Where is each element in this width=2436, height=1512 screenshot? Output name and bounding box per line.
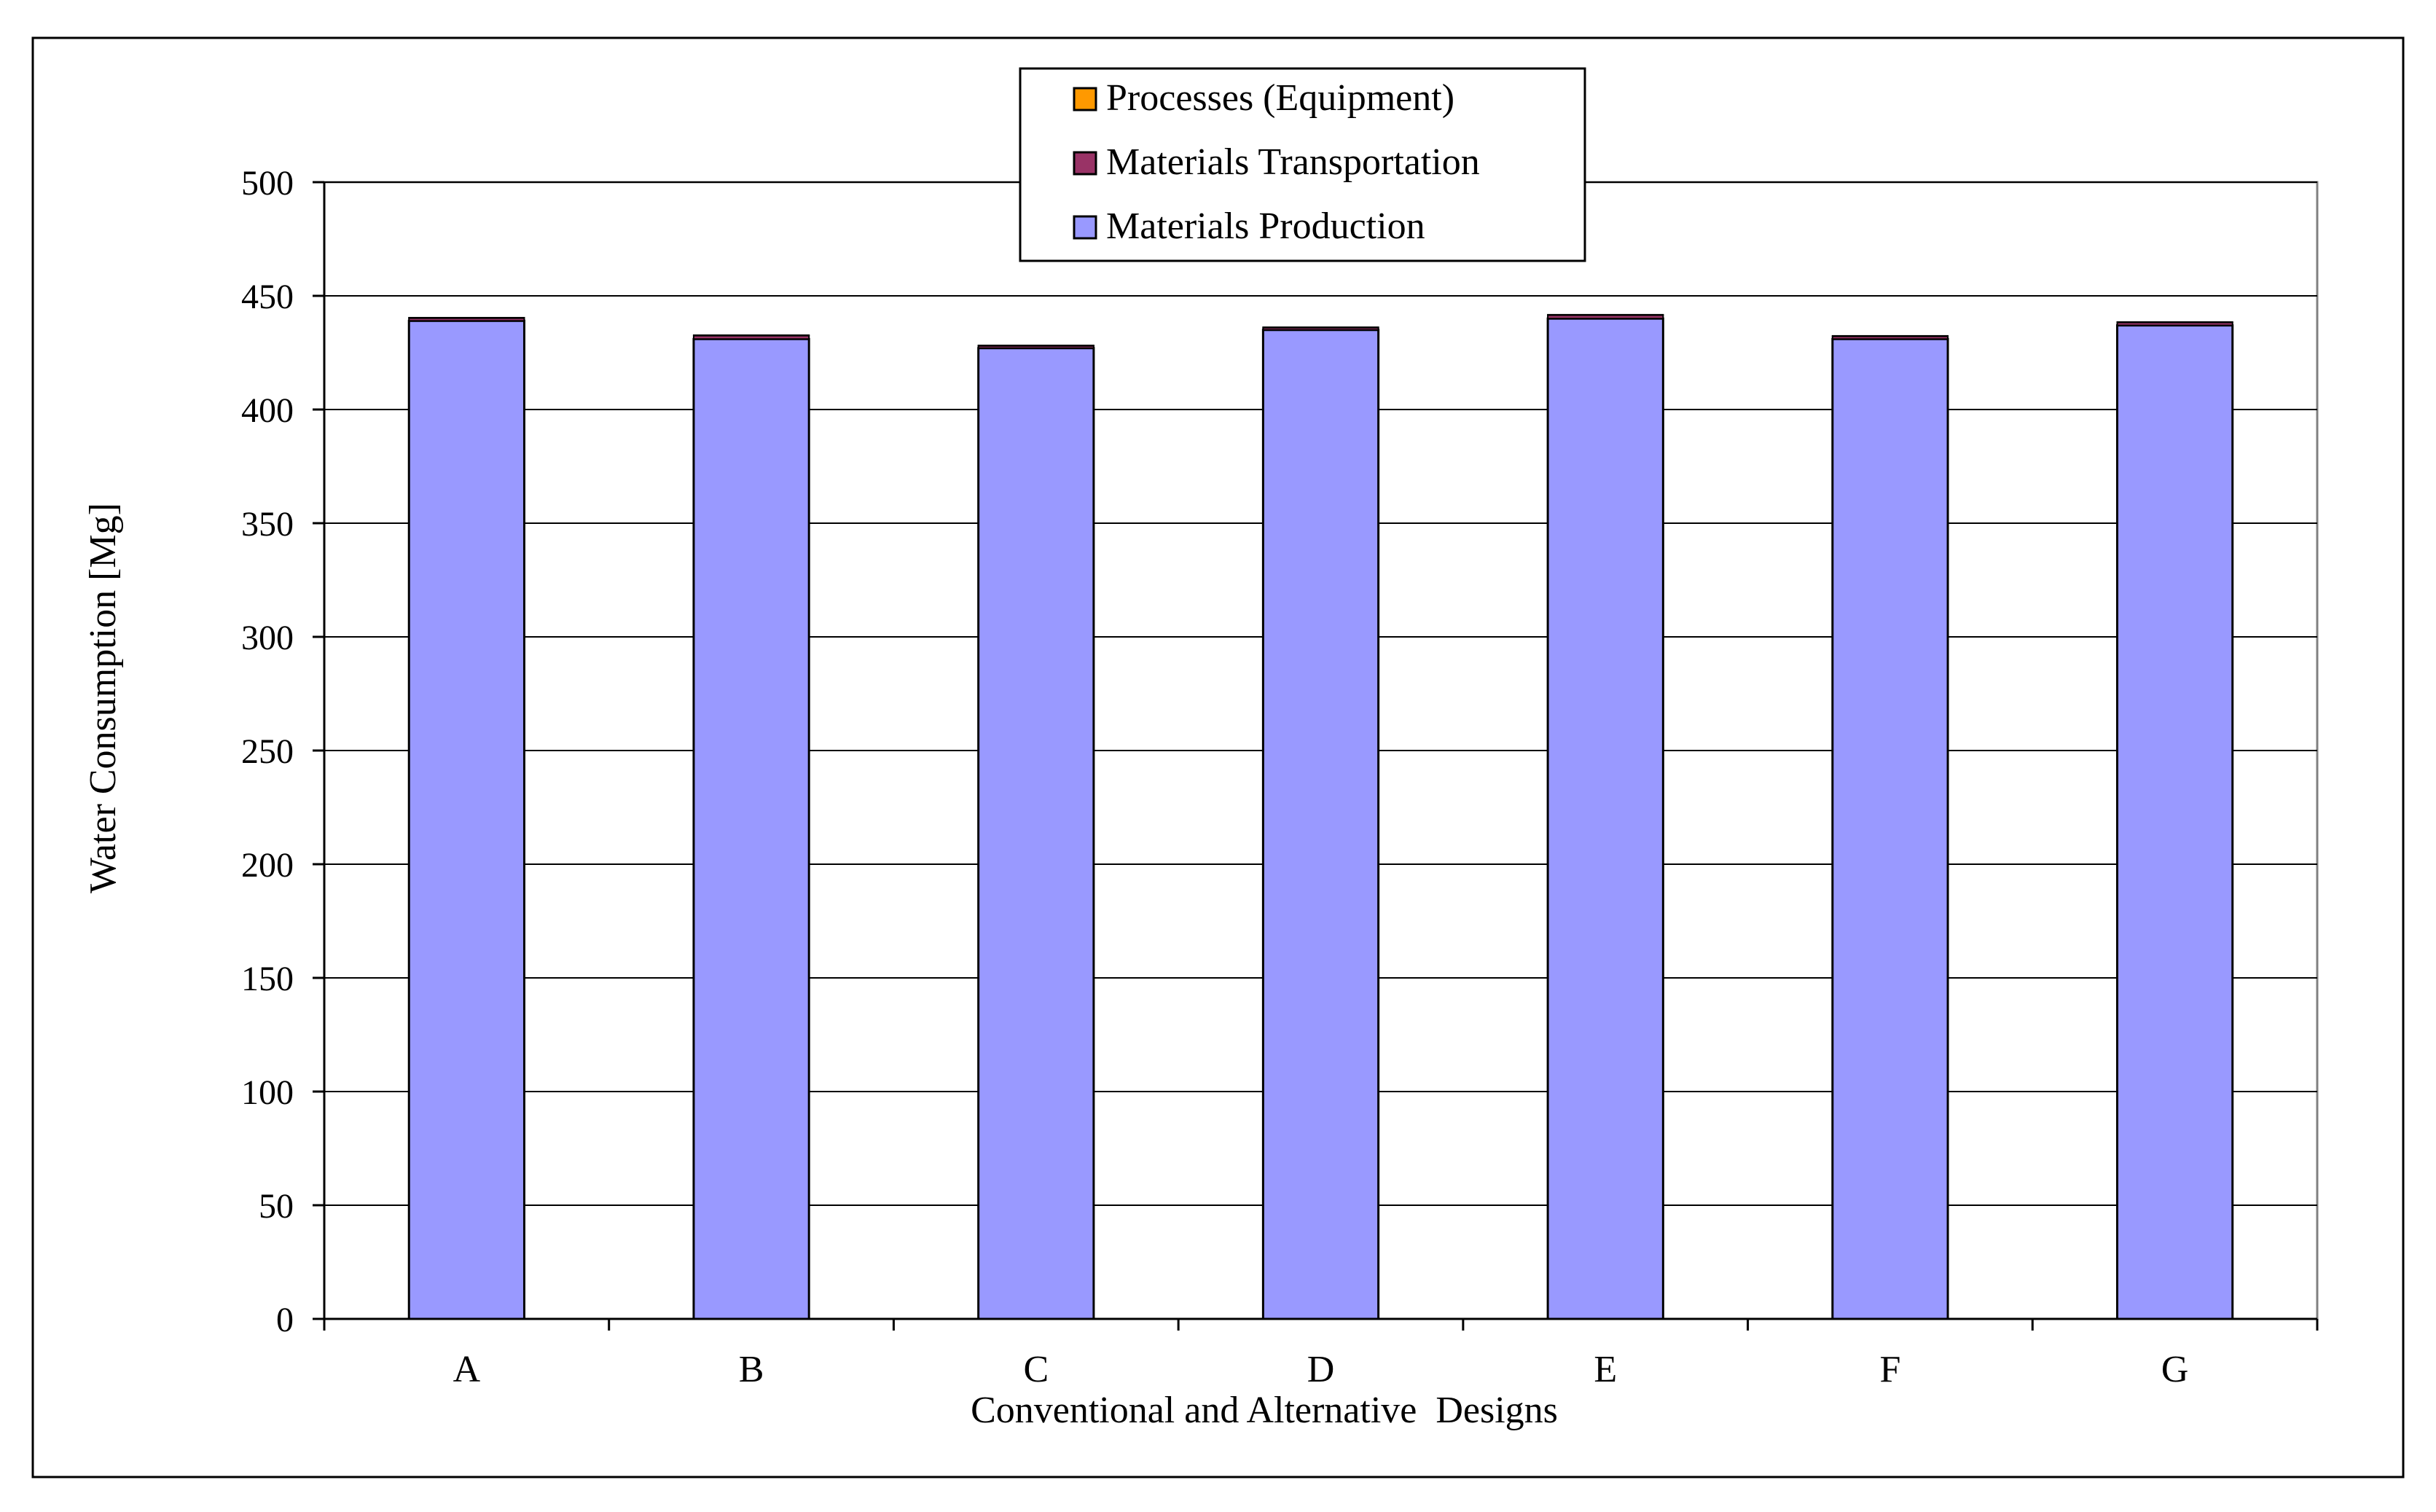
y-tick-label: 300: [241, 619, 294, 657]
legend-swatch: [1073, 215, 1097, 240]
x-tick-label: C: [1023, 1349, 1049, 1390]
y-tick-labels: 0 50 100 150 200 250 300 350 400 450 500: [241, 164, 294, 1339]
y-tick-label: 150: [241, 960, 294, 998]
bar-materials-production-b: [692, 337, 810, 1320]
bar-materials-production-f: [1831, 337, 1949, 1320]
bar-stack-b: [692, 334, 810, 1320]
y-tick-label: 450: [241, 278, 294, 316]
legend-box: [1019, 67, 1586, 262]
x-tick-label: F: [1879, 1349, 1900, 1390]
bar-processes-equipment-g: [2116, 321, 2233, 324]
bar-processes-equipment-b: [692, 334, 810, 337]
y-tick-label: 100: [241, 1073, 294, 1112]
bar-stack-f: [1831, 334, 1949, 1320]
y-axis-label: Water Consumption [Mg]: [82, 503, 124, 893]
axes: [313, 181, 2319, 1331]
bar-processes-equipment-f: [1831, 334, 1949, 337]
y-tick-label: 500: [241, 164, 294, 203]
y-tick-label: 50: [259, 1187, 294, 1226]
legend: Processes (Equipment) Materials Transport…: [1019, 67, 1586, 262]
bar-processes-equipment-c: [977, 345, 1094, 347]
legend-label: Processes (Equipment): [1106, 77, 1454, 119]
legend-label: Materials Production: [1106, 205, 1425, 247]
bar-processes-equipment-e: [1547, 313, 1664, 316]
y-tick-label: 350: [241, 505, 294, 544]
bar-stack-e: [1546, 313, 1664, 1320]
bar-materials-production-d: [1261, 329, 1380, 1320]
x-tick-labels: A B C D E F G: [453, 1349, 2189, 1390]
bar-materials-production-a: [407, 319, 525, 1320]
bar-processes-equipment-d: [1262, 326, 1379, 329]
bar-materials-production-e: [1546, 317, 1664, 1320]
bar-materials-production-c: [977, 347, 1095, 1320]
y-tick-label: 250: [241, 732, 294, 771]
x-tick-label: E: [1594, 1349, 1617, 1390]
bar-stack-a: [407, 316, 525, 1320]
x-tick-label: G: [2161, 1349, 2189, 1390]
legend-swatch: [1073, 87, 1097, 111]
legend-label: Materials Transportation: [1106, 141, 1480, 183]
legend-swatch: [1073, 151, 1097, 176]
x-tick-label: B: [739, 1349, 764, 1390]
y-tick-label: 0: [276, 1301, 294, 1339]
x-axis-label: Conventional and Alternative Designs: [971, 1390, 1558, 1431]
bar-stack-d: [1261, 326, 1380, 1320]
x-tick-label: A: [453, 1349, 481, 1390]
bar-stack-g: [2116, 321, 2234, 1320]
bar-materials-production-g: [2116, 324, 2234, 1320]
y-tick-label: 200: [241, 846, 294, 885]
x-tick-label: D: [1307, 1349, 1335, 1390]
y-tick-label: 400: [241, 391, 294, 430]
bar-stack-c: [977, 345, 1095, 1320]
